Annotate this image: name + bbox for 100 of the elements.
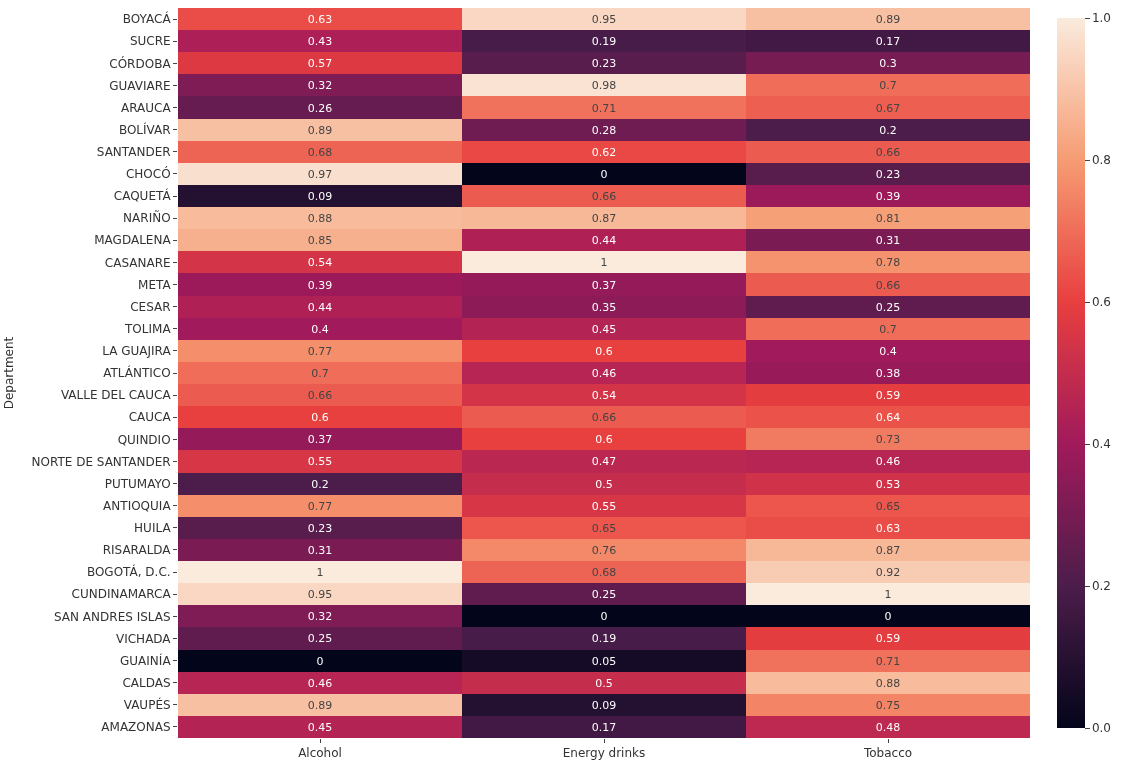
y-tick-label: VAUPÉS [123,697,171,713]
data-label: 0.63 [875,521,901,535]
color-bar-label: 1.0 [1091,11,1111,26]
data-label: 0.54 [307,255,333,269]
data-label: 0.68 [307,145,333,159]
data-label: 0.19 [591,631,617,645]
color-bar-label: 0.0 [1091,721,1111,736]
data-label: 1 [316,565,324,579]
y-tick-label: LA GUAJIRA [102,344,172,359]
data-label: 0.66 [591,410,617,424]
data-label: 0.81 [875,211,901,225]
y-tick-label: CAQUETÁ [113,188,172,204]
data-label: 0.55 [307,454,333,468]
data-label: 0.95 [591,12,617,26]
data-label: 0.25 [307,631,333,645]
data-label: 0.23 [307,521,333,535]
data-label: 0 [316,654,324,668]
y-axis-title: Department [1,336,16,410]
y-tick-label: CALDAS [122,675,171,690]
y-tick-label: SUCRE [129,34,171,49]
data-label: 0.65 [875,499,901,513]
data-label: 0.28 [591,123,617,137]
data-label: 0.23 [591,56,617,70]
data-label: 1 [884,587,892,601]
data-label: 0.09 [591,698,617,712]
data-label: 0.87 [875,543,901,557]
data-label: 0.39 [307,278,333,292]
color-bar-label: 0.4 [1091,437,1111,452]
data-label: 0.87 [591,211,617,225]
data-label: 0.19 [591,34,617,48]
data-label: 0.37 [307,432,333,446]
y-tick-label: TOLIMA [124,321,172,336]
data-label: 0.38 [875,366,901,380]
data-label: 0.45 [307,720,333,734]
data-label: 0.44 [307,300,333,314]
y-tick-label: BOYACÁ [122,11,172,27]
data-label: 0.44 [591,233,617,247]
y-tick-label: CHOCÓ [125,166,171,182]
data-label: 0.48 [875,720,901,734]
data-label: 0.47 [591,454,617,468]
data-label: 0.35 [591,300,617,314]
y-tick-label: QUINDIO [117,432,171,447]
data-label: 0.66 [875,278,901,292]
data-label: 0.2 [879,123,897,137]
data-label: 0.46 [875,454,901,468]
x-tick-label: Tobacco [862,746,913,761]
y-tick-label: VALLE DEL CAUCA [60,388,172,403]
data-label: 0.7 [879,78,897,92]
color-bar-label: 0.8 [1091,153,1111,168]
data-label: 0.4 [879,344,897,358]
data-label: 0.43 [307,34,333,48]
data-label: 0.6 [595,432,613,446]
y-tick-label: CESAR [130,299,171,314]
data-label: 0.85 [307,233,333,247]
data-label: 0.37 [591,278,617,292]
data-label: 0.89 [307,698,333,712]
data-label: 0.68 [591,565,617,579]
y-tick-label: AMAZONAS [101,720,171,735]
data-label: 0.89 [307,123,333,137]
data-label: 0.55 [591,499,617,513]
x-tick-label: Energy drinks [562,746,646,761]
data-label: 0.45 [591,322,617,336]
data-label: 0.46 [591,366,617,380]
data-label: 0.76 [591,543,617,557]
data-label: 0.26 [307,101,333,115]
data-label: 0.4 [311,322,329,336]
data-label: 0.66 [307,388,333,402]
data-label: 0.17 [875,34,901,48]
data-label: 0.25 [591,587,617,601]
y-tick-label: SAN ANDRES ISLAS [54,609,171,624]
data-label: 0.73 [875,432,901,446]
data-label: 0.89 [875,12,901,26]
y-tick-label: SANTANDER [96,144,171,159]
data-label: 0.54 [591,388,617,402]
data-label: 0.95 [307,587,333,601]
data-label: 0.63 [307,12,333,26]
data-label: 0.59 [875,631,901,645]
data-label: 0.46 [307,676,333,690]
data-label: 0.64 [875,410,901,424]
y-tick-label: HUILA [134,521,172,536]
data-label: 0.6 [595,344,613,358]
data-label: 0.5 [595,477,613,491]
data-label: 0.09 [307,189,333,203]
data-label: 0.62 [591,145,617,159]
data-label: 0.97 [307,167,333,181]
y-tick-label: CASANARE [104,255,171,270]
y-tick-label: ANTIOQUIA [103,498,172,513]
data-label: 0.88 [875,676,901,690]
x-tick-label: Alcohol [298,746,342,761]
color-bar-label: 0.6 [1091,295,1111,310]
y-tick-label: NARIÑO [123,210,171,226]
data-label: 0.67 [875,101,901,115]
data-label: 0.23 [875,167,901,181]
data-label: 0.7 [879,322,897,336]
data-label: 0.65 [591,521,617,535]
data-label: 0 [884,609,892,623]
data-label: 0.71 [875,654,901,668]
data-label: 0.78 [875,255,901,269]
data-label: 0.98 [591,78,617,92]
data-label: 0.2 [311,477,329,491]
